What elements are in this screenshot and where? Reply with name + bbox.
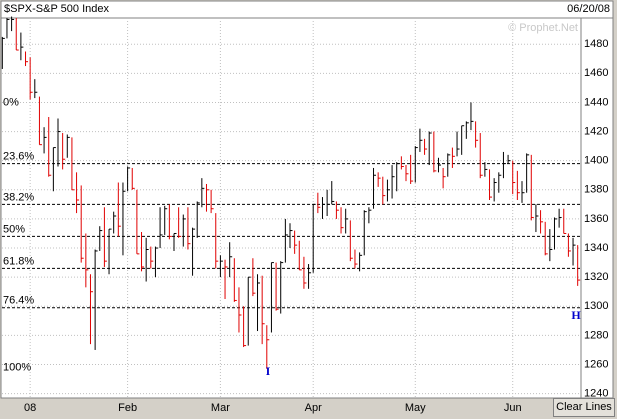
x-tick-label: Apr <box>305 402 322 414</box>
y-tick-label: 1440 <box>584 96 608 108</box>
x-tick-label: Jun <box>504 402 522 414</box>
fib-label: 50% <box>3 223 25 235</box>
plot-area <box>0 17 582 399</box>
x-tick-label: Feb <box>118 402 137 414</box>
fib-label: 76.4% <box>3 295 34 307</box>
fib-label: 100% <box>3 361 31 373</box>
y-tick-label: 1480 <box>584 38 608 50</box>
watermark: © Prophet.Net <box>508 22 578 34</box>
y-tick-label: 1420 <box>584 125 608 137</box>
fib-label: 0% <box>3 96 19 108</box>
y-tick-label: 1360 <box>584 213 608 225</box>
y-tick-label: 1460 <box>584 67 608 79</box>
fib-label: 61.8% <box>3 255 34 267</box>
chart-title: $SPX-S&P 500 Index <box>4 3 109 15</box>
y-axis-area <box>580 17 614 399</box>
y-tick-label: 1260 <box>584 358 608 370</box>
fib-label: 38.2% <box>3 191 34 203</box>
y-tick-label: 1380 <box>584 184 608 196</box>
y-tick-label: 1400 <box>584 155 608 167</box>
date-label: 06/20/08 <box>567 3 610 15</box>
y-tick-label: 1300 <box>584 300 608 312</box>
fib-label: 23.6% <box>3 151 34 163</box>
y-tick-label: 1240 <box>584 388 608 400</box>
annotation: I <box>266 364 271 378</box>
y-tick-label: 1340 <box>584 242 608 254</box>
annotation: H <box>571 308 581 322</box>
clear-lines-button[interactable]: Clear Lines <box>553 398 615 417</box>
x-tick-label: May <box>405 402 426 414</box>
y-tick-label: 1320 <box>584 271 608 283</box>
y-tick-label: 1280 <box>584 329 608 341</box>
x-tick-label: 08 <box>24 402 36 414</box>
x-tick-label: Mar <box>211 402 230 414</box>
